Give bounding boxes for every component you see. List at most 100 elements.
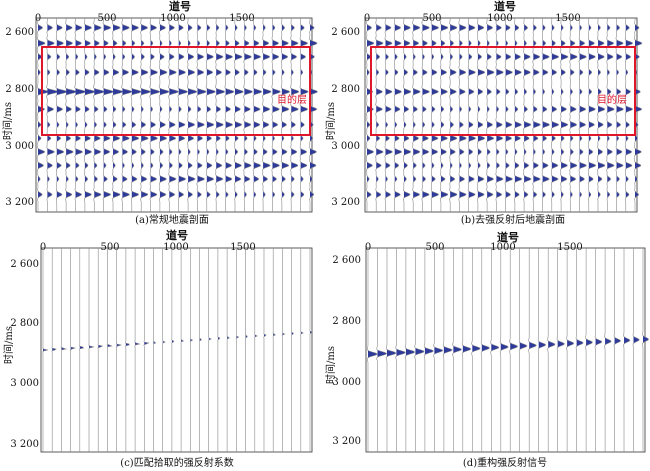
trace-line [149, 17, 161, 212]
wiggle-fill [588, 18, 596, 212]
wiggle-fill [443, 248, 453, 452]
y-tick: 2 600 [332, 255, 361, 266]
wiggle-fill [281, 18, 290, 212]
trace-line [541, 18, 550, 212]
trace-line [226, 248, 230, 452]
trace-line [495, 18, 504, 212]
trace-line [69, 248, 76, 452]
trace-line [51, 248, 57, 452]
y-tick: 2 800 [5, 84, 34, 95]
trace-line [111, 18, 124, 212]
trace-line [115, 248, 122, 452]
trace-line [384, 18, 393, 212]
wiggle-fill [413, 18, 421, 212]
trace-line [476, 18, 486, 212]
wiggle-fill [103, 18, 114, 212]
trace-line [499, 248, 509, 452]
wiggle-fill [533, 18, 541, 212]
trace-line [569, 18, 578, 212]
trace-line [509, 248, 518, 452]
wiggle-fill [178, 18, 188, 212]
wiggle-fill [94, 18, 105, 212]
x-tick: 0 [364, 242, 372, 253]
wiggle-fill [125, 248, 130, 452]
trace-line [642, 248, 649, 452]
wiggle-fill [510, 248, 518, 452]
seismic-plot [35, 17, 318, 213]
trace-line [263, 248, 267, 452]
trace-line [523, 18, 532, 212]
wiggle-fill [403, 18, 411, 212]
y-tick: 2 800 [331, 84, 360, 95]
wiggle-fill [79, 248, 84, 452]
wiggle-fill [434, 248, 443, 452]
x-axis-title: 道号 [494, 0, 516, 13]
trace-line [224, 18, 235, 212]
trace-line [143, 248, 150, 452]
x-tick: 1500 [555, 13, 581, 24]
trace-line [556, 248, 565, 452]
wiggle-fill [377, 248, 387, 452]
wiggle-fill [396, 248, 406, 452]
wiggle-fill [614, 248, 621, 452]
wiggle-fill [70, 248, 76, 452]
y-tick: 3 200 [331, 197, 360, 208]
wiggle-fill [579, 18, 587, 212]
seismic-plot [365, 247, 649, 453]
trace-line [281, 248, 286, 452]
wiggle-fill [468, 18, 476, 212]
trace-line [467, 17, 476, 212]
trace-line [537, 248, 547, 452]
x-tick: 1500 [230, 242, 256, 253]
x-tick: 500 [97, 13, 117, 24]
wiggle-fill [367, 18, 374, 212]
trace-line [550, 18, 560, 212]
wiggle-fill [462, 248, 471, 452]
panel-caption: (a)常规地震剖面 [135, 215, 209, 226]
wiggle-fill [422, 18, 430, 212]
x-axis-title: 道号 [166, 229, 188, 242]
wiggle-fill [300, 18, 309, 212]
panel-b: 道号 0 500 1000 1500 2 600 2 800 3 000 3 2… [325, 0, 650, 235]
wiggle-fill [415, 248, 424, 452]
wiggle-fill [598, 18, 605, 212]
trace-line [121, 18, 133, 212]
trace-line [376, 248, 387, 452]
trace-line [171, 248, 175, 452]
trace-line [106, 248, 113, 452]
trace-line [262, 18, 272, 212]
wiggle-fill [131, 18, 142, 212]
trace-line [439, 18, 449, 212]
wiggle-fill [181, 248, 184, 452]
wiggle-fill [144, 248, 149, 452]
wiggle-fill [624, 248, 630, 452]
wiggle-fill [150, 18, 160, 212]
trace-line [64, 18, 77, 212]
wiggle-fill [282, 248, 285, 452]
wiggle-fill [162, 248, 166, 452]
x-tick: 0 [39, 242, 47, 253]
trace-line [578, 17, 587, 212]
wiggle-fill [459, 18, 467, 212]
trace-line [55, 18, 68, 212]
wiggle-fill [116, 248, 122, 452]
x-tick: 1000 [160, 13, 186, 24]
trace-line [88, 248, 95, 452]
wiggle-fill [43, 248, 48, 452]
wiggle-fill [122, 18, 132, 212]
trace-line [124, 248, 130, 452]
trace-line [490, 248, 500, 452]
trace-line [566, 248, 575, 452]
trace-line [613, 248, 621, 452]
wiggle-fill [561, 18, 569, 212]
wiggle-fill [487, 18, 495, 212]
trace-line [60, 248, 68, 452]
wiggle-fill [141, 18, 151, 212]
seismic-plot [40, 247, 313, 453]
trace-line [615, 18, 624, 212]
trace-line [168, 18, 179, 212]
wiggle-fill [567, 248, 574, 452]
target-layer-label: 目的层 [597, 95, 627, 106]
wiggle-fill [440, 18, 448, 212]
wiggle-fill [300, 248, 304, 452]
